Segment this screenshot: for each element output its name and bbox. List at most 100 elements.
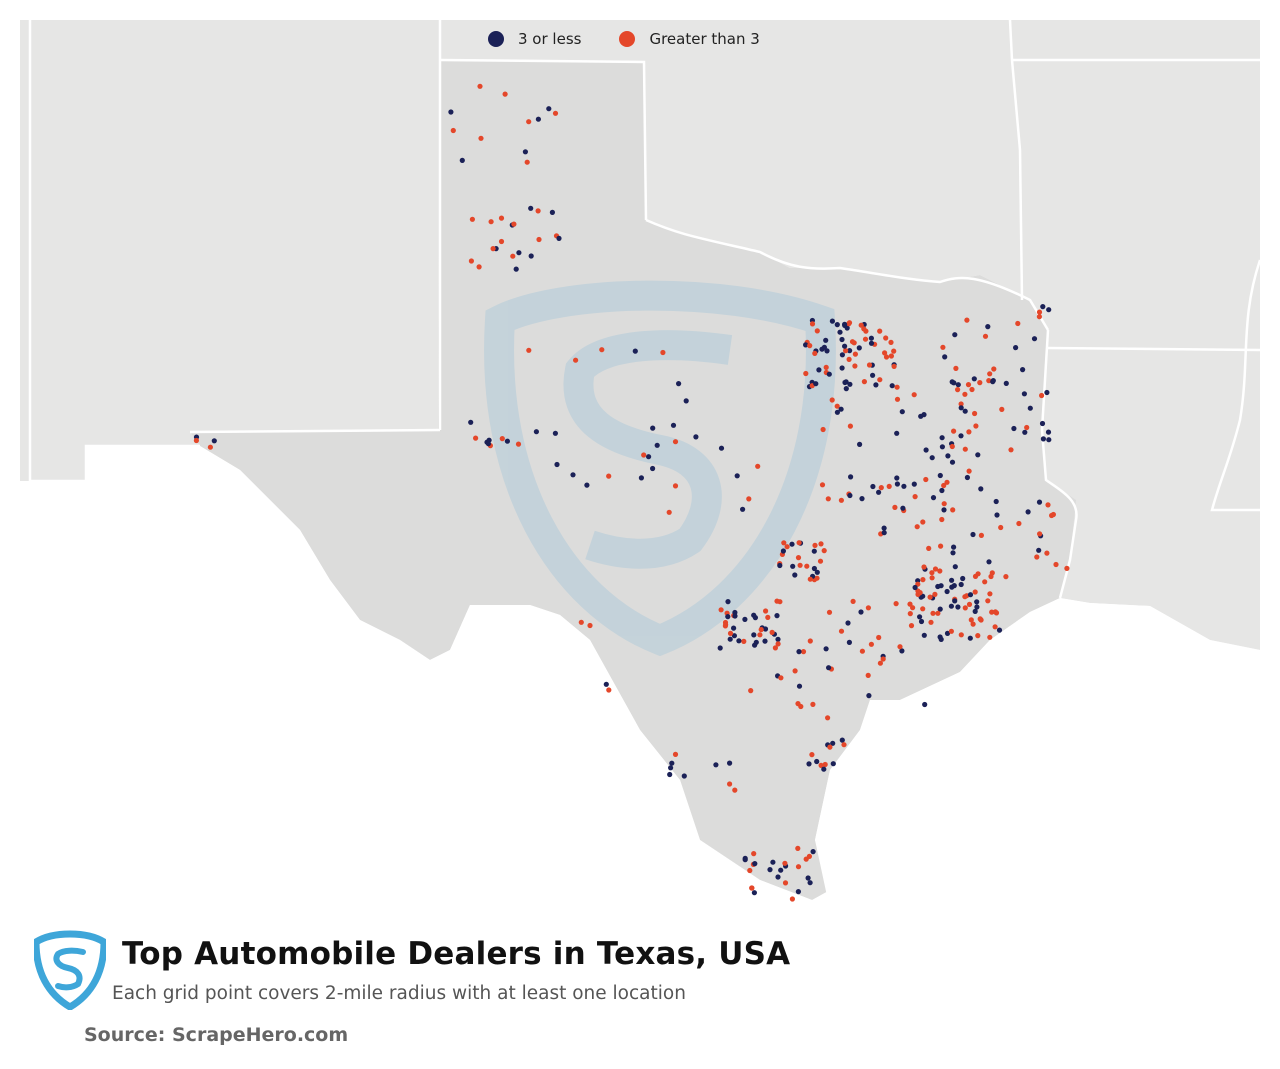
dealer-dot-high [748, 688, 754, 694]
dealer-dot-high [797, 562, 803, 568]
dealer-dot-low [725, 614, 731, 620]
dealer-dot-high [795, 864, 802, 870]
dealer-dot-low [823, 337, 829, 343]
dealer-dot-high [809, 752, 815, 758]
scrapehero-logo-icon [34, 930, 106, 1010]
dealer-dot-high [778, 675, 784, 681]
dealer-dot-low [650, 425, 656, 431]
dealer-dot-low [1011, 425, 1017, 432]
dealer-dot-low [994, 512, 1000, 518]
dealer-dot-low [570, 472, 576, 478]
dealer-dot-low [810, 849, 816, 855]
dealer-dot-high [774, 598, 780, 604]
dealer-dot-low [1031, 336, 1038, 342]
dealer-dot-low [922, 701, 928, 708]
dealer-dot-low [752, 642, 758, 648]
dealer-dot-high [858, 322, 864, 328]
gulf-water [815, 598, 1260, 910]
dealer-dot-low [513, 266, 519, 272]
dealer-dot-low [894, 481, 901, 487]
dealer-dot-low [839, 336, 845, 343]
dealer-dot-high [940, 344, 946, 350]
dealer-dot-high [751, 851, 757, 857]
texas-map[interactable] [0, 0, 1280, 910]
dealer-dot-low [873, 382, 879, 388]
dealer-dot-low [549, 209, 556, 215]
dealer-dot-low [740, 506, 746, 512]
dealer-dot-low [742, 616, 748, 623]
dealer-dot-low [952, 332, 958, 338]
dealer-dot-high [982, 579, 988, 585]
dealer-dot-high [978, 532, 985, 539]
dealer-dot-low [775, 874, 781, 880]
land-mexico [20, 446, 830, 910]
dealer-dot-low [845, 620, 851, 626]
dealer-dot-high [792, 668, 798, 674]
dealer-dot-high [781, 540, 787, 546]
dealer-dot-low [917, 614, 923, 620]
dealer-dot-low [796, 683, 803, 689]
dealer-dot-high [986, 378, 992, 384]
dealer-dot-low [842, 343, 848, 349]
dealer-dot-high [746, 496, 752, 502]
dealer-dot-low [504, 438, 510, 444]
dealer-dot-high [846, 356, 852, 362]
dealer-dot-low [821, 344, 828, 350]
dealer-dot-high [927, 594, 933, 600]
dealer-dot-low [939, 487, 945, 494]
dealer-dot-high [989, 609, 995, 615]
dealer-dot-low [751, 890, 758, 896]
dealer-dot-high [920, 577, 926, 583]
dealer-dot-low [839, 352, 846, 358]
dealer-dot-low [751, 632, 757, 638]
dealer-dot-high [1037, 531, 1043, 537]
dealer-dot-high [823, 364, 829, 370]
dealer-dot-high [877, 377, 883, 383]
dealer-dot-high [865, 605, 872, 611]
dealer-dot-high [932, 591, 938, 598]
dealer-dot-low [718, 445, 725, 451]
dealer-dot-low [996, 627, 1003, 633]
dealer-dot-high [920, 519, 926, 525]
dealer-dot-high [469, 216, 475, 222]
dealer-dot-low [839, 737, 845, 743]
dealer-dot-high [772, 645, 779, 651]
dealer-dot-low [1022, 429, 1028, 435]
dealer-dot-high [920, 606, 926, 612]
dealer-dot-low [823, 646, 829, 652]
dealer-dot-low [516, 250, 522, 256]
dealer-dot-high [893, 601, 899, 607]
dealer-dot-low [900, 505, 906, 511]
dealer-dot-high [672, 483, 679, 489]
dealer-dot-high [573, 357, 579, 363]
dealer-dot-high [1024, 424, 1030, 431]
dealer-dot-low [955, 382, 961, 388]
watermark-logo [484, 280, 836, 657]
dealer-dot-high [478, 135, 484, 141]
dealer-dot-low [1003, 380, 1009, 386]
dealer-dot-low [552, 430, 559, 436]
dealer-dot-high [850, 598, 856, 605]
dealer-dot-low [448, 109, 454, 115]
dealer-dot-high [1036, 309, 1043, 315]
dealer-dot-high [641, 452, 647, 458]
dealer-dot-low [811, 565, 818, 572]
dealer-dot-low [646, 454, 652, 460]
dealer-dot-low [929, 455, 935, 461]
dealer-dot-low [535, 116, 542, 122]
dealer-dot-low [778, 867, 784, 873]
dealer-dot-low [858, 609, 864, 615]
dealer-dot-high [819, 482, 826, 488]
dealer-dot-high [524, 159, 530, 165]
map-area[interactable]: 3 or less Greater than 3 [0, 0, 1280, 910]
dealer-dot-high [878, 485, 884, 491]
texas-shape [190, 60, 1076, 900]
dealer-dot-low [803, 342, 809, 348]
legend-label-high: Greater than 3 [649, 30, 760, 48]
dealer-dot-low [459, 157, 465, 163]
dealer-dot-high [861, 379, 868, 385]
dealer-dot-low [921, 632, 927, 638]
dealer-dot-high [876, 634, 882, 641]
dealer-dot-high [938, 543, 944, 549]
dealer-dot-low [668, 765, 674, 771]
